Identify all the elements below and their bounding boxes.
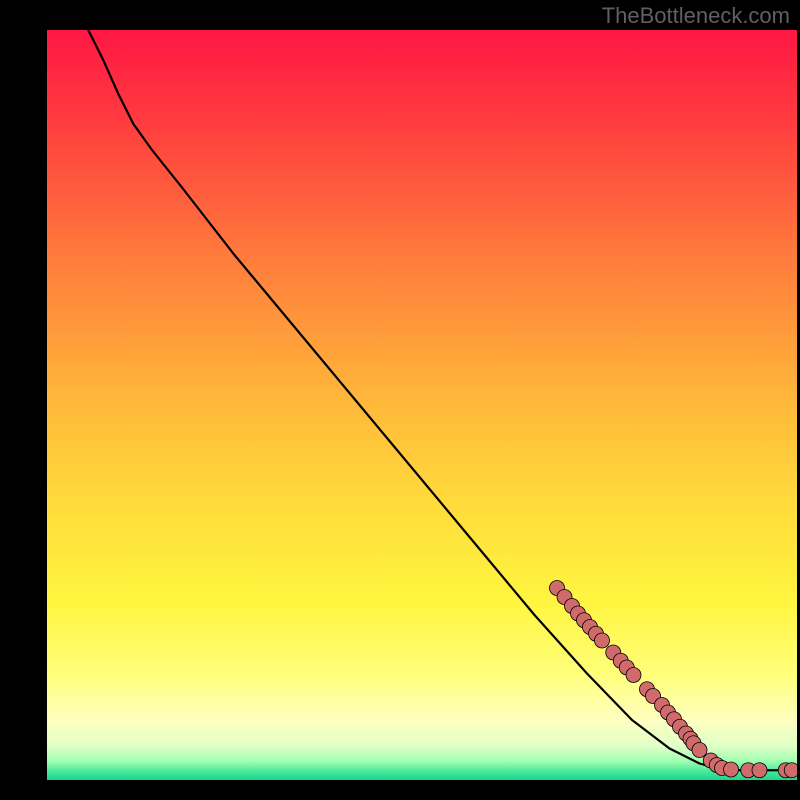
data-marker <box>724 762 739 777</box>
gradient-rect <box>47 30 797 780</box>
chart-svg <box>47 30 797 780</box>
data-marker <box>626 668 641 683</box>
chart-root: { "attribution": "TheBottleneck.com", "c… <box>0 0 800 800</box>
data-marker <box>595 633 610 648</box>
data-marker <box>752 763 767 778</box>
attribution-label: TheBottleneck.com <box>602 3 790 29</box>
data-marker <box>692 743 707 758</box>
plot-area <box>47 30 797 780</box>
data-marker <box>784 763 797 778</box>
